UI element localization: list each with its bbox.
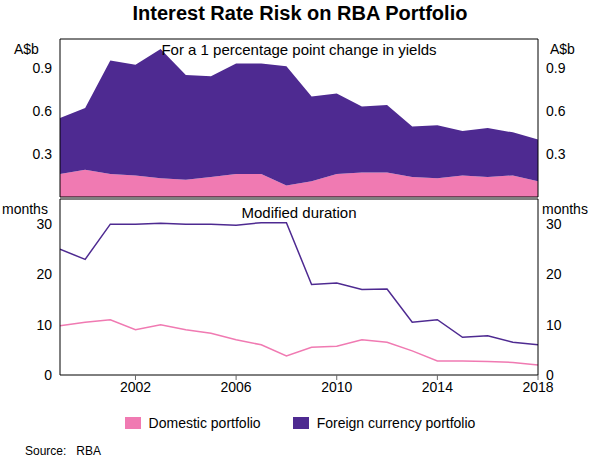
html-text:A$b: A$b bbox=[14, 41, 39, 57]
svg-text:0.9: 0.9 bbox=[33, 60, 53, 76]
svg-text:30: 30 bbox=[546, 216, 562, 232]
svg-text:0: 0 bbox=[546, 367, 554, 383]
html-text:For a 1 percentage point chang: For a 1 percentage point change in yield… bbox=[161, 41, 437, 58]
svg-text:0.9: 0.9 bbox=[546, 60, 566, 76]
html-text:Interest Rate Risk on RBA Port: Interest Rate Risk on RBA Portfolio bbox=[132, 2, 468, 24]
svg-text:20: 20 bbox=[36, 266, 52, 282]
svg-text:2010: 2010 bbox=[321, 379, 352, 395]
svg-text:0.6: 0.6 bbox=[33, 103, 53, 119]
html-text:Source: RBA: Source: RBA bbox=[25, 444, 101, 458]
svg-text:0.6: 0.6 bbox=[546, 103, 566, 119]
svg-text:0.3: 0.3 bbox=[546, 146, 566, 162]
svg-text:30: 30 bbox=[36, 216, 52, 232]
html-text:months: months bbox=[542, 201, 588, 217]
html-text:Foreign currency portfolio: Foreign currency portfolio bbox=[316, 415, 476, 431]
svg-text:2014: 2014 bbox=[422, 379, 453, 395]
html-text:A$b: A$b bbox=[550, 41, 575, 57]
html-text:Modified duration: Modified duration bbox=[241, 204, 357, 221]
svg-text:2002: 2002 bbox=[120, 379, 151, 395]
svg-text:2006: 2006 bbox=[221, 379, 252, 395]
svg-text:10: 10 bbox=[546, 317, 562, 333]
svg-text:20: 20 bbox=[546, 266, 562, 282]
svg-text:0.3: 0.3 bbox=[33, 146, 53, 162]
svg-text:0: 0 bbox=[44, 367, 52, 383]
html-text:Domestic portfolio: Domestic portfolio bbox=[148, 415, 261, 431]
svg-text:10: 10 bbox=[36, 317, 52, 333]
html-text:months: months bbox=[2, 201, 48, 217]
svg-text:2018: 2018 bbox=[522, 378, 554, 395]
